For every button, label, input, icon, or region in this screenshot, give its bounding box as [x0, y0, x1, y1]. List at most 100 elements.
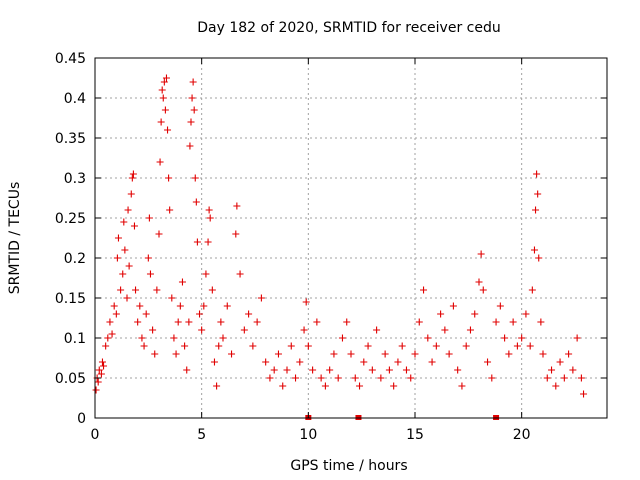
- data-point-0-24: [129, 170, 137, 178]
- data-point-0-164: [552, 382, 560, 390]
- data-point-0-23: [128, 174, 136, 182]
- data-point-0-133: [445, 350, 453, 358]
- data-point-0-108: [338, 334, 346, 342]
- data-point-0-130: [432, 342, 440, 350]
- data-point-0-147: [501, 334, 509, 342]
- data-point-0-131: [437, 310, 445, 318]
- data-point-0-163: [548, 366, 556, 374]
- data-point-0-45: [162, 74, 170, 82]
- data-point-0-35: [149, 326, 157, 334]
- data-point-0-139: [471, 310, 479, 318]
- data-point-0-79: [223, 302, 231, 310]
- data-point-0-102: [313, 318, 321, 326]
- data-point-0-53: [176, 302, 184, 310]
- y-tick-label-3: 0.15: [55, 291, 86, 307]
- data-point-0-17: [120, 218, 128, 226]
- y-tick-label-2: 0.1: [64, 331, 86, 347]
- data-point-0-109: [343, 318, 351, 326]
- data-point-0-27: [134, 318, 142, 326]
- data-point-0-154: [528, 286, 536, 294]
- data-point-0-170: [577, 374, 585, 382]
- data-point-0-115: [368, 366, 376, 374]
- data-point-0-30: [140, 342, 148, 350]
- data-point-0-98: [300, 326, 308, 334]
- data-point-0-33: [145, 214, 153, 222]
- data-point-0-124: [407, 374, 415, 382]
- data-point-0-3: [95, 366, 103, 374]
- data-point-0-25: [130, 222, 138, 230]
- data-point-0-51: [172, 350, 180, 358]
- x-tick-label-3: 15: [406, 427, 424, 443]
- data-point-0-94: [283, 366, 291, 374]
- data-point-0-64: [192, 198, 200, 206]
- data-point-0-57: [185, 318, 193, 326]
- data-point-0-82: [233, 202, 241, 210]
- data-point-0-146: [496, 302, 504, 310]
- data-point-0-116: [373, 326, 381, 334]
- x-tick-label-4: 20: [513, 427, 531, 443]
- data-points-layer: [92, 74, 588, 398]
- data-point-0-29: [138, 334, 146, 342]
- grid-layer: [95, 58, 607, 418]
- x-tick-label-1: 5: [197, 427, 206, 443]
- data-point-0-39: [156, 158, 164, 166]
- y-tick-label-9: 0.45: [55, 51, 86, 67]
- data-point-0-153: [526, 342, 534, 350]
- data-point-0-118: [381, 350, 389, 358]
- data-point-0-22: [127, 190, 135, 198]
- data-point-0-161: [539, 350, 547, 358]
- data-point-0-99: [302, 298, 310, 306]
- data-point-0-37: [153, 286, 161, 294]
- data-point-0-40: [157, 118, 165, 126]
- data-point-0-151: [518, 334, 526, 342]
- data-point-0-74: [210, 358, 218, 366]
- data-point-0-32: [144, 254, 152, 262]
- chart-title: Day 182 of 2020, SRMTID for receiver ced…: [197, 20, 500, 36]
- data-point-0-136: [458, 382, 466, 390]
- data-point-0-59: [187, 118, 195, 126]
- data-point-0-42: [159, 94, 167, 102]
- data-point-0-143: [484, 358, 492, 366]
- data-point-0-16: [119, 270, 127, 278]
- data-point-0-112: [356, 382, 364, 390]
- data-point-0-120: [390, 382, 398, 390]
- data-point-0-140: [475, 278, 483, 286]
- data-point-0-68: [200, 302, 208, 310]
- data-point-0-162: [543, 374, 551, 382]
- y-tick-label-5: 0.25: [55, 211, 86, 227]
- data-point-0-13: [113, 254, 121, 262]
- data-point-0-93: [279, 382, 287, 390]
- y-tick-label-0: 0: [77, 411, 86, 427]
- data-point-0-110: [347, 350, 355, 358]
- data-point-0-85: [245, 310, 253, 318]
- data-point-0-142: [479, 286, 487, 294]
- data-point-0-34: [146, 270, 154, 278]
- data-point-0-123: [402, 366, 410, 374]
- data-point-0-67: [198, 326, 206, 334]
- data-point-0-50: [170, 334, 178, 342]
- data-point-0-66: [196, 310, 204, 318]
- data-point-0-97: [296, 358, 304, 366]
- data-point-0-87: [253, 318, 261, 326]
- data-point-0-76: [215, 342, 223, 350]
- data-point-0-4: [97, 370, 105, 378]
- data-point-0-46: [164, 126, 172, 134]
- data-point-0-63: [191, 174, 199, 182]
- data-point-0-160: [537, 318, 545, 326]
- data-point-0-96: [292, 374, 300, 382]
- data-point-0-10: [108, 330, 116, 338]
- data-point-0-165: [556, 358, 564, 366]
- data-point-0-156: [532, 206, 540, 214]
- data-point-0-158: [534, 190, 542, 198]
- data-point-0-92: [274, 350, 282, 358]
- data-point-0-81: [232, 230, 240, 238]
- data-point-0-55: [181, 342, 189, 350]
- data-point-0-7: [102, 342, 110, 350]
- data-point-0-101: [309, 366, 317, 374]
- data-point-0-126: [415, 318, 423, 326]
- data-point-0-19: [123, 294, 131, 302]
- data-point-0-15: [117, 286, 125, 294]
- data-point-0-11: [110, 302, 118, 310]
- data-point-0-26: [132, 286, 140, 294]
- data-point-0-20: [124, 206, 132, 214]
